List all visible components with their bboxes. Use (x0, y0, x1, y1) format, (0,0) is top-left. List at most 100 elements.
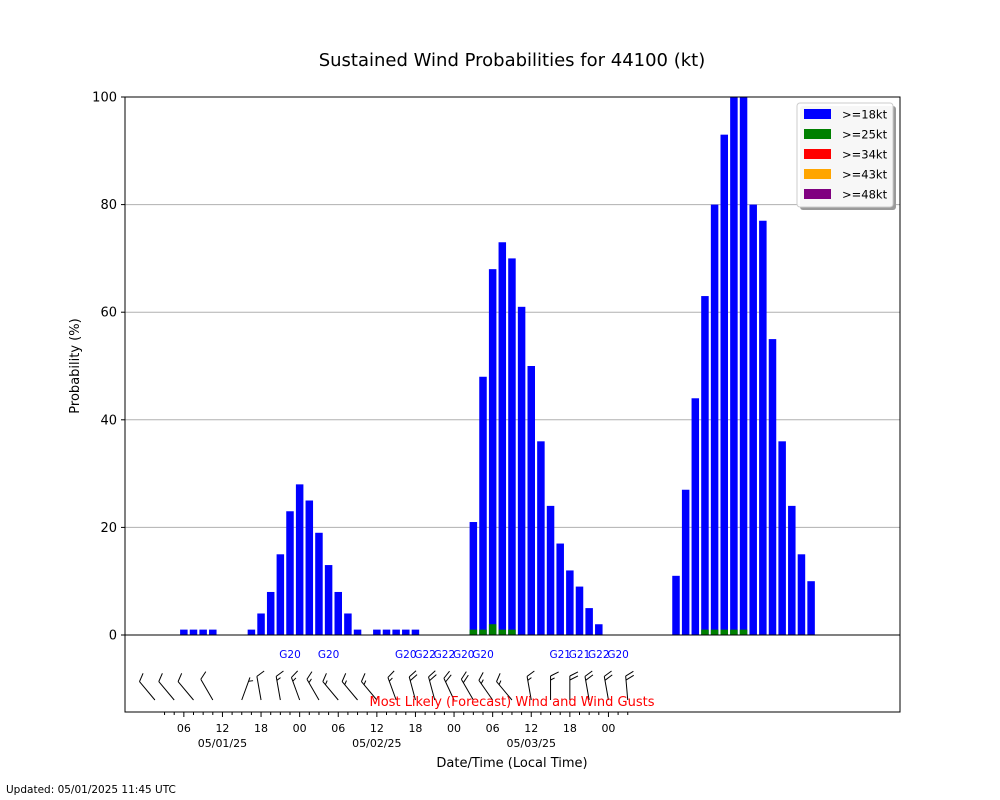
x-axis-label: Date/Time (Local Time) (436, 756, 587, 771)
wind-barb (139, 673, 156, 701)
wind-barb (428, 670, 437, 701)
bar (180, 629, 188, 635)
bar (508, 258, 516, 635)
bar (595, 624, 603, 635)
x-tick-label: 12 (370, 722, 384, 735)
x-tick-label: 12 (524, 722, 538, 735)
wind-barb (460, 671, 474, 701)
wind-barb (603, 670, 613, 701)
bar (469, 629, 478, 635)
legend-label: >=34kt (842, 148, 888, 162)
bar (247, 629, 256, 635)
bar (585, 608, 593, 635)
bar (739, 629, 748, 635)
wind-barb (443, 670, 455, 701)
bar (392, 629, 400, 635)
wind-barb (584, 670, 594, 701)
bar (305, 500, 314, 635)
bar (778, 441, 786, 635)
gust-label: G22 (588, 649, 610, 661)
y-axis-label: Probability (%) (68, 318, 83, 413)
y-tick-label: 0 (109, 629, 117, 644)
bar (701, 296, 709, 635)
bar (508, 629, 516, 635)
bar (556, 543, 564, 635)
bar (546, 505, 555, 635)
wind-barb (360, 673, 378, 701)
bar (498, 242, 507, 635)
wind-barb (200, 671, 214, 701)
wind-barb (322, 673, 339, 701)
bar (199, 629, 207, 635)
bar (672, 575, 680, 635)
bar (295, 484, 304, 635)
bar (730, 629, 738, 635)
wind-barb (256, 670, 265, 701)
bar (411, 629, 420, 635)
bar (807, 581, 815, 635)
bar (402, 629, 410, 635)
wind-barb (341, 673, 358, 701)
gusts-title: Most Likely (Forecast) Wind and Wind Gus… (370, 695, 655, 710)
y-tick-label: 80 (100, 198, 117, 213)
gust-label: G20 (279, 649, 301, 661)
bar (575, 586, 584, 635)
bar (710, 629, 719, 635)
gust-label: G20 (395, 649, 417, 661)
wind-barb (625, 670, 634, 701)
bars (125, 97, 900, 636)
x-tick-label: 18 (563, 722, 577, 735)
legend-swatch (804, 129, 831, 139)
bar (286, 511, 294, 635)
x-tick-label: 00 (293, 722, 307, 735)
bar (498, 629, 507, 635)
gust-label: G20 (318, 649, 340, 661)
bar (469, 522, 478, 635)
gust-label: G21 (549, 649, 571, 661)
wind-barb (526, 670, 535, 701)
y-tick-label: 40 (100, 413, 117, 428)
bar (768, 339, 777, 635)
bar (797, 554, 806, 635)
x-tick-label: 06 (486, 722, 500, 735)
bar (257, 613, 265, 635)
x-tick-label: 06 (177, 722, 191, 735)
legend-swatch (804, 189, 831, 199)
wind-barb (478, 672, 494, 701)
y-axis: 0 20 40 60 80 100 (92, 91, 125, 644)
bar (479, 629, 487, 635)
bar (527, 366, 535, 635)
bar (324, 565, 333, 635)
bar (710, 204, 719, 635)
gust-label: G20 (453, 649, 475, 661)
x-date-label: 05/02/25 (352, 737, 401, 750)
bar (315, 532, 323, 635)
legend-swatch (804, 169, 831, 179)
bar (189, 629, 198, 635)
bar (344, 613, 352, 635)
bar (353, 629, 362, 635)
bar (266, 591, 275, 635)
bar (701, 629, 709, 635)
y-tick-label: 20 (100, 521, 117, 536)
bar (788, 505, 796, 635)
x-date-label: 05/03/25 (507, 737, 556, 750)
x-date-label: 05/01/25 (198, 737, 247, 750)
x-tick-label: 00 (447, 722, 461, 735)
legend-label: >=18kt (842, 108, 888, 122)
y-tick-label: 60 (100, 306, 117, 321)
bar (730, 97, 738, 635)
x-axis: 06 12 18 00 06 12 18 00 06 12 18 00 05/01/25 05/02/25… (164, 712, 629, 750)
legend-swatch (804, 109, 831, 119)
bar (276, 554, 285, 635)
bar (488, 624, 497, 635)
wind-barb (275, 670, 284, 701)
bar (334, 591, 342, 635)
legend: >=18kt >=25kt >=34kt >=43kt >=48kt (796, 102, 896, 210)
legend-label: >=25kt (842, 128, 888, 142)
wind-barb (290, 670, 301, 701)
y-tick-label: 100 (92, 91, 117, 106)
gust-panel-frame (124, 634, 901, 713)
